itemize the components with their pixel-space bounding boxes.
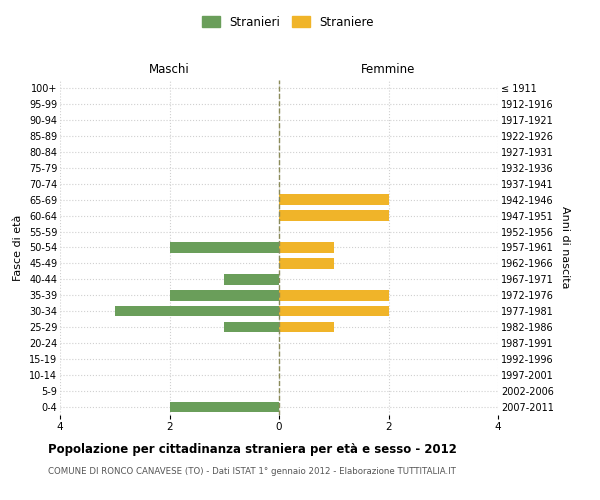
Bar	[170, 290, 279, 300]
Y-axis label: Anni di nascita: Anni di nascita	[560, 206, 571, 288]
Y-axis label: Fasce di età: Fasce di età	[13, 214, 23, 280]
Bar	[170, 402, 279, 412]
Bar	[224, 274, 279, 284]
Bar	[279, 290, 389, 300]
Bar	[279, 210, 389, 221]
Legend: Stranieri, Straniere: Stranieri, Straniere	[197, 11, 379, 34]
Bar	[170, 242, 279, 252]
Text: Popolazione per cittadinanza straniera per età e sesso - 2012: Popolazione per cittadinanza straniera p…	[48, 442, 457, 456]
Bar	[279, 322, 334, 332]
Bar	[279, 258, 334, 268]
Bar	[224, 322, 279, 332]
Bar	[279, 306, 389, 316]
Text: COMUNE DI RONCO CANAVESE (TO) - Dati ISTAT 1° gennaio 2012 - Elaborazione TUTTIT: COMUNE DI RONCO CANAVESE (TO) - Dati IST…	[48, 468, 456, 476]
Bar	[115, 306, 279, 316]
Bar	[279, 194, 389, 205]
Bar	[279, 242, 334, 252]
